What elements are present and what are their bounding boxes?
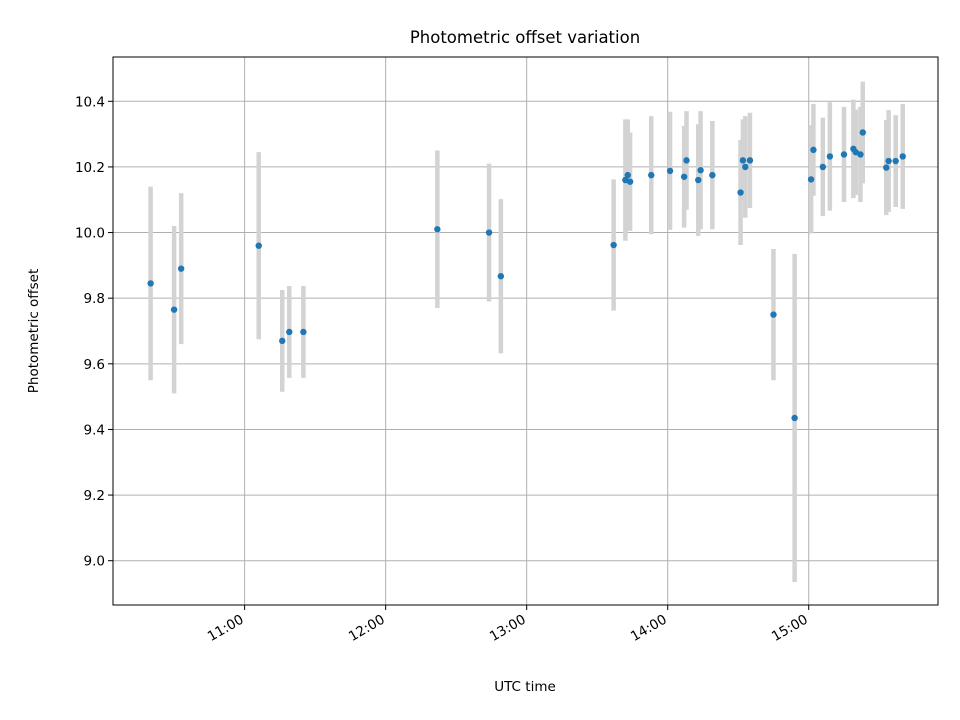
data-point xyxy=(610,241,617,249)
data-point xyxy=(648,171,655,179)
data-point xyxy=(680,173,688,180)
data-point xyxy=(697,167,704,174)
data-point xyxy=(892,157,899,165)
data-point xyxy=(147,280,154,287)
data-point xyxy=(286,328,293,336)
y-tick-label: 9.6 xyxy=(84,357,105,373)
data-point xyxy=(826,153,834,160)
data-point xyxy=(770,311,777,318)
data-point xyxy=(810,146,817,154)
data-point xyxy=(177,265,185,272)
data-point xyxy=(624,171,631,179)
x-tick-label: 12:00 xyxy=(346,612,388,645)
y-axis-label: Photometric offset xyxy=(26,269,42,393)
y-tick-label: 9.2 xyxy=(84,488,105,504)
data-point xyxy=(746,157,754,164)
data-point xyxy=(791,414,798,422)
data-point xyxy=(485,229,493,236)
data-point xyxy=(899,153,906,160)
data-point xyxy=(883,164,890,171)
grid-lines xyxy=(113,57,938,605)
data-point xyxy=(626,178,634,185)
data-point xyxy=(434,226,441,233)
y-tick-label: 10.0 xyxy=(75,226,105,242)
data-point xyxy=(857,151,864,158)
x-tick-label: 15:00 xyxy=(769,612,811,645)
data-point xyxy=(737,189,744,196)
y-axis-ticks: 9.0 9.2 9.4 9.6 9.8 10.0 10.2 10.4 xyxy=(75,94,113,570)
x-axis-label: UTC time xyxy=(494,679,556,695)
data-point xyxy=(279,337,286,345)
data-point xyxy=(840,151,848,158)
chart-title: Photometric offset variation xyxy=(410,28,640,47)
data-point xyxy=(683,157,690,164)
y-tick-label: 10.4 xyxy=(75,94,105,110)
y-tick-label: 9.8 xyxy=(84,291,105,307)
x-tick-label: 14:00 xyxy=(628,612,670,645)
data-point xyxy=(807,176,815,183)
data-point xyxy=(739,157,747,164)
data-point xyxy=(255,242,262,249)
data-point xyxy=(859,129,866,136)
data-point xyxy=(170,306,178,313)
x-tick-label: 11:00 xyxy=(205,612,247,645)
x-tick-label: 13:00 xyxy=(487,612,529,645)
plot-area-frame xyxy=(112,56,939,606)
x-axis-ticks: 11:00 12:00 13:00 14:00 15:00 xyxy=(205,605,811,645)
data-point xyxy=(885,157,892,165)
y-tick-label: 9.0 xyxy=(84,554,105,570)
data-point xyxy=(666,167,674,175)
data-point xyxy=(819,163,827,171)
data-point xyxy=(742,163,749,171)
data-point xyxy=(497,273,505,280)
data-point xyxy=(695,176,702,184)
y-tick-label: 9.4 xyxy=(84,422,105,438)
y-tick-label: 10.2 xyxy=(75,160,105,176)
data-points xyxy=(147,129,906,422)
data-point xyxy=(300,328,307,336)
data-point xyxy=(709,171,716,179)
